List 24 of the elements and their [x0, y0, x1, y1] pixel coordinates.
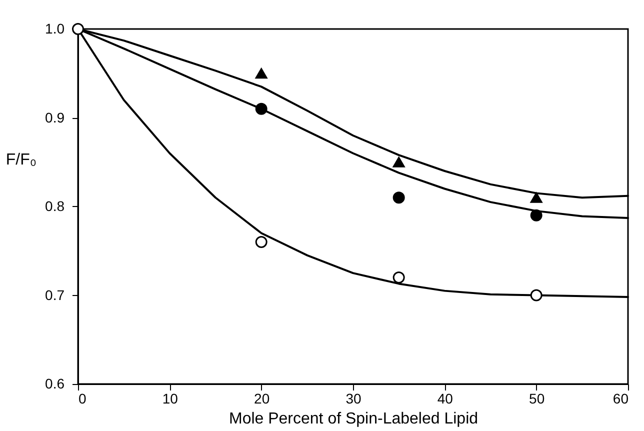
x-axis-title: Mole Percent of Spin-Labeled Lipid: [228, 410, 478, 428]
x-tick-label: 40: [437, 390, 454, 406]
point: [530, 192, 542, 203]
x-tick-label: 0: [78, 390, 86, 406]
x-tick-label: 60: [612, 390, 629, 406]
y-tick-label: 0.7: [45, 286, 65, 303]
point: [530, 209, 542, 222]
point: [255, 236, 268, 248]
y-tick-label: 0.9: [45, 109, 65, 126]
point: [392, 192, 405, 204]
y-tick-label: 0.8: [45, 198, 65, 214]
point: [72, 23, 84, 35]
x-tick-label: 50: [529, 390, 545, 406]
point: [255, 68, 268, 79]
y-tick-label: 1.0: [45, 20, 65, 36]
point: [392, 272, 405, 284]
y-axis-title: F/F₀: [6, 152, 36, 168]
x-tick-label: 20: [254, 390, 270, 406]
y-tick-label: 0.6: [45, 376, 65, 392]
x-tick-label: 30: [346, 390, 362, 406]
x-tick-label: 10: [162, 390, 178, 406]
point: [530, 289, 542, 302]
point: [392, 156, 405, 168]
point: [255, 102, 268, 115]
